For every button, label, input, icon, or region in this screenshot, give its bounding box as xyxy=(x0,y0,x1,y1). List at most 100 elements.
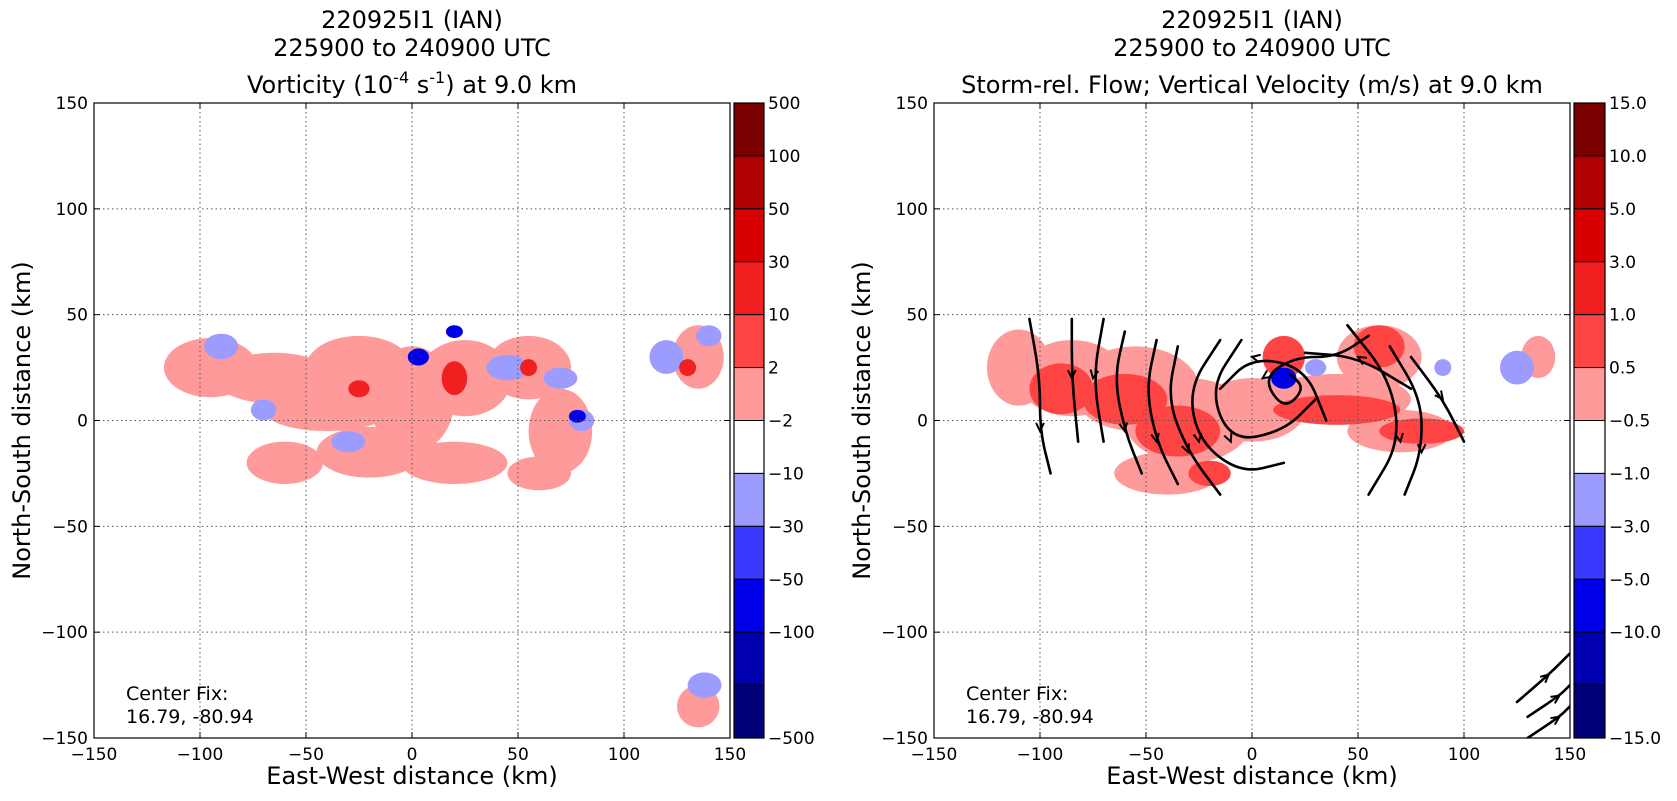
colorbar-label: −50 xyxy=(768,570,804,590)
colorbar-label: 0.5 xyxy=(1609,359,1636,379)
streamline-arrow xyxy=(1192,432,1203,444)
streamline-arrow xyxy=(1118,422,1129,434)
y-axis-label: North-South distance (km) xyxy=(8,261,36,580)
streamline-arrow xyxy=(1550,694,1562,704)
field-contour xyxy=(1273,395,1401,425)
streamline xyxy=(1303,351,1413,391)
colorbar-label: −100 xyxy=(768,623,815,643)
colorbar-label: −5.0 xyxy=(1609,570,1650,590)
streamline-arrow xyxy=(1394,432,1404,444)
streamline xyxy=(1526,704,1570,738)
colorbar-segment xyxy=(733,314,765,369)
colorbar-label: 15.0 xyxy=(1609,94,1647,114)
colorbar-segment xyxy=(1573,631,1606,686)
colorbar-segment xyxy=(733,102,765,157)
field-contour xyxy=(520,359,538,377)
streamline-arrow xyxy=(1260,369,1272,380)
streamline-layer xyxy=(1028,317,1570,738)
colorbar-segment xyxy=(1573,472,1606,527)
streamline-arrow xyxy=(1066,369,1077,381)
streamline-arrow xyxy=(1223,432,1233,444)
x-tick-label: −50 xyxy=(288,745,324,765)
field-layer xyxy=(163,325,724,728)
colorbar-label: 10.0 xyxy=(1609,147,1647,167)
colorbar-segment xyxy=(1573,684,1606,739)
title-text: s xyxy=(409,71,429,99)
colorbar-label: −500 xyxy=(768,729,815,749)
colorbar-label: −10.0 xyxy=(1609,623,1661,643)
center-fix-annotation: Center Fix: xyxy=(126,683,228,705)
field-contour xyxy=(246,441,323,485)
y-tick-label: 150 xyxy=(56,94,88,114)
field-contour xyxy=(679,359,697,377)
streamline xyxy=(1028,317,1052,475)
colorbar-segment xyxy=(1573,525,1606,580)
center-fix-annotation: 16.79, -80.94 xyxy=(966,706,1094,728)
x-tick-label: 50 xyxy=(507,745,529,765)
chart-title-variable: Storm-rel. Flow; Vertical Velocity (m/s)… xyxy=(961,71,1543,99)
colorbar-segment xyxy=(733,155,765,210)
colorbar-label: 10 xyxy=(768,306,790,326)
colorbar-segment xyxy=(733,420,765,474)
chart-title-variable: Vorticity (10-4 s-1) at 9.0 km xyxy=(247,68,577,99)
title-superscript: -1 xyxy=(429,68,445,87)
center-fix-annotation: 16.79, -80.94 xyxy=(126,706,254,728)
y-tick-label: 50 xyxy=(66,306,88,326)
chart-title-line: 220925I1 (IAN) xyxy=(321,6,503,34)
colorbar-segment xyxy=(1573,102,1606,157)
streamline xyxy=(1169,345,1222,496)
streamline xyxy=(1388,345,1423,496)
colorbar-segment xyxy=(733,578,765,633)
field-contour xyxy=(507,456,571,491)
streamline-arrow xyxy=(1550,715,1562,726)
field-contour xyxy=(1305,359,1327,377)
colorbar-segment xyxy=(733,367,765,422)
colorbar-label: 3.0 xyxy=(1609,253,1636,273)
field-contour xyxy=(1029,363,1093,415)
colorbar-label: 1.0 xyxy=(1609,306,1636,326)
title-superscript: -4 xyxy=(393,68,409,87)
streamline-arrow xyxy=(1089,369,1100,381)
y-tick-label: −50 xyxy=(52,517,88,537)
colorbar-label: −0.5 xyxy=(1609,412,1650,432)
streamline xyxy=(1115,330,1144,475)
colorbar-segment xyxy=(733,472,765,527)
field-contour xyxy=(687,672,722,698)
colorbar-segment xyxy=(1573,367,1606,422)
colorbar-label: −3.0 xyxy=(1609,517,1650,537)
colorbar-label: 5.0 xyxy=(1609,200,1636,220)
x-axis-label: East-West distance (km) xyxy=(266,762,557,790)
field-contour xyxy=(696,325,722,347)
field-contour xyxy=(543,367,578,389)
x-tick-label: 0 xyxy=(1247,745,1258,765)
y-tick-label: −100 xyxy=(881,623,928,643)
x-tick-label: −50 xyxy=(1128,745,1164,765)
colorbar: 15.0 10.0 5.0 3.0 1.0 0.5 −0.5 −1.0 −3.0 −5.0 −10.… xyxy=(1573,94,1661,749)
x-tick-label: 100 xyxy=(1448,745,1480,765)
field-contour xyxy=(1434,359,1452,377)
field-contour xyxy=(204,333,239,360)
x-tick-label: 150 xyxy=(1554,745,1586,765)
colorbar-segment xyxy=(733,525,765,580)
y-tick-label: 50 xyxy=(906,306,928,326)
streamline xyxy=(1218,359,1328,422)
colorbar-segment xyxy=(733,631,765,686)
chart-panel-1: −150 −100 −50 0 50 100 150−150−100−50050100150… xyxy=(8,6,815,790)
colorbar-label: 2 xyxy=(768,359,779,379)
field-contour xyxy=(528,388,593,474)
colorbar-segment xyxy=(1573,208,1606,263)
colorbar-label: −15.0 xyxy=(1609,729,1661,749)
streamline xyxy=(1147,338,1180,486)
field-contour xyxy=(331,431,366,453)
colorbar-label: −1.0 xyxy=(1609,464,1650,484)
chart-panel-2: −150 −100 −50 0 50 100 150 −150 −100 −50 0 50 100 150… xyxy=(848,6,1661,790)
chart-title-line: 225900 to 240900 UTC xyxy=(1113,34,1391,62)
streamline-arrow xyxy=(1416,443,1427,455)
streamline-arrow xyxy=(1249,353,1261,364)
colorbar-label: 100 xyxy=(768,147,800,167)
streamline xyxy=(1346,323,1398,496)
colorbar-label: −10 xyxy=(768,464,804,484)
streamline xyxy=(1515,652,1570,704)
x-tick-label: −100 xyxy=(1017,745,1064,765)
